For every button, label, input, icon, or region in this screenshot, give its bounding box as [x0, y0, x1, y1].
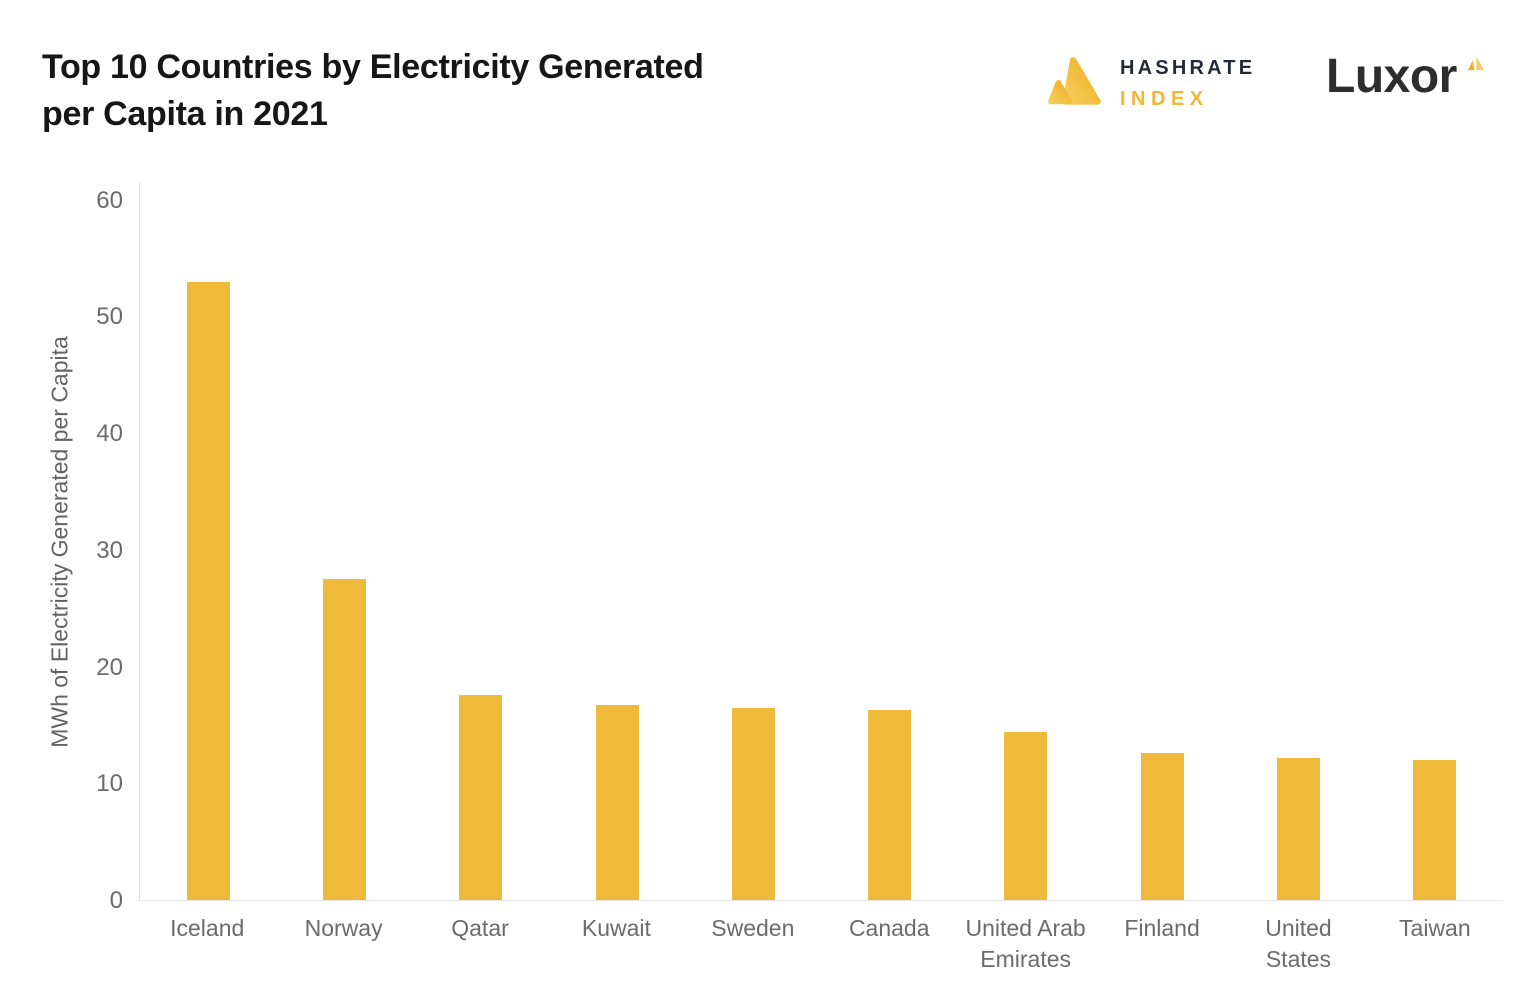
bar-iceland[interactable] [186, 282, 230, 900]
y-tick-10: 10 [96, 770, 123, 798]
bar-taiwan[interactable] [1413, 760, 1457, 900]
bar-slot [140, 183, 276, 900]
x-label-united-states: United States [1265, 915, 1332, 972]
bar-slot [1094, 183, 1230, 900]
bar-slot [685, 183, 821, 900]
y-axis-ticks: 0 10 20 30 40 50 60 [0, 183, 123, 912]
bar-united-arab-emirates[interactable] [1004, 732, 1048, 900]
x-label-kuwait: Kuwait [581, 915, 651, 941]
bar-sweden[interactable] [731, 707, 775, 900]
bar-slot [413, 183, 549, 900]
bar-slot [821, 183, 957, 900]
y-tick-0: 0 [109, 887, 123, 914]
index-wordmark: INDEX [1120, 88, 1209, 110]
hashrate-index-triangles-icon [1048, 57, 1101, 105]
x-label-finland: Finland [1124, 915, 1200, 941]
x-label-sweden: Sweden [711, 915, 795, 941]
bar-qatar[interactable] [459, 694, 503, 900]
luxor-wordmark: Luxor [1326, 50, 1457, 103]
y-tick-20: 20 [96, 653, 123, 681]
x-label-united-arab-emirates: United Arab Emirates [965, 915, 1086, 972]
y-tick-40: 40 [96, 420, 123, 448]
bar-kuwait[interactable] [595, 705, 639, 900]
bar-slot [958, 183, 1094, 900]
bar-slot [1230, 183, 1366, 900]
bar-finland[interactable] [1140, 753, 1184, 900]
y-tick-50: 50 [96, 303, 123, 331]
x-label-taiwan: Taiwan [1399, 915, 1471, 941]
page-title-line-1: Top 10 Countries by Electricity Generate… [42, 48, 704, 86]
bar-canada[interactable] [868, 709, 912, 900]
page-title-line-2: per Capita in 2021 [42, 95, 328, 133]
page-title: Top 10 Countries by Electricity Generate… [42, 44, 704, 138]
x-axis-labels: Iceland Norway Qatar Kuwait Sweden Canada Unit… [139, 913, 1503, 975]
bar-slot [549, 183, 685, 900]
luxor-logo: Luxor [1326, 50, 1487, 103]
y-tick-60: 60 [96, 186, 123, 214]
y-tick-30: 30 [96, 536, 123, 564]
hashrate-index-logo: HASHRATE INDEX [1048, 54, 1255, 111]
bar-norway[interactable] [322, 579, 366, 900]
plot-area [139, 183, 1503, 901]
x-label-norway: Norway [304, 915, 383, 941]
luxor-triangle-icon [1467, 56, 1484, 71]
x-label-qatar: Qatar [451, 915, 509, 941]
bar-slot [276, 183, 412, 900]
x-label-canada: Canada [848, 915, 930, 941]
hashrate-wordmark: HASHRATE [1120, 57, 1256, 79]
bar-slot [1367, 183, 1503, 900]
x-label-iceland: Iceland [170, 915, 245, 941]
bar-united-states[interactable] [1277, 757, 1321, 900]
